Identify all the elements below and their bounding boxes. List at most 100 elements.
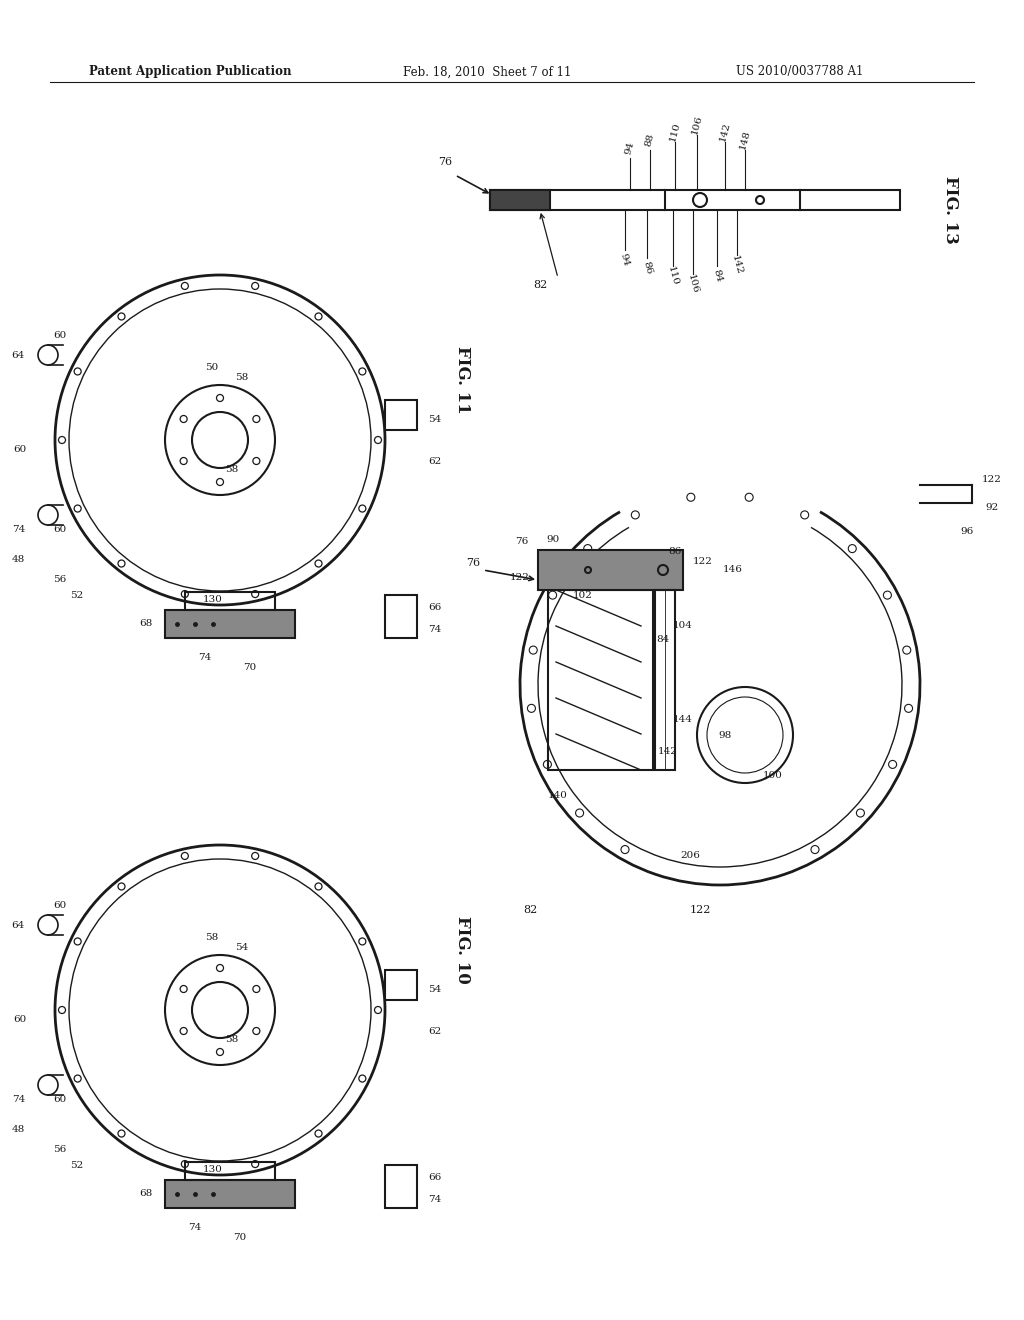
Text: 100: 100 [763, 771, 783, 780]
Bar [548, 590, 653, 770]
Bar [185, 1162, 275, 1180]
Text: 142: 142 [718, 121, 732, 143]
Text: 122: 122 [693, 557, 713, 566]
Circle shape [74, 939, 81, 945]
Bar [385, 970, 417, 1001]
Circle shape [181, 853, 188, 859]
Circle shape [315, 883, 322, 890]
Text: 82: 82 [523, 906, 538, 915]
Text: 62: 62 [428, 458, 441, 466]
Bar [655, 590, 675, 770]
Text: 102: 102 [573, 590, 593, 599]
Text: 66: 66 [428, 1172, 441, 1181]
Text: 60: 60 [53, 1096, 67, 1105]
Text: 48: 48 [11, 1126, 25, 1134]
Circle shape [118, 883, 125, 890]
Text: 82: 82 [532, 280, 547, 290]
Text: Patent Application Publication: Patent Application Publication [89, 66, 291, 78]
Text: 90: 90 [547, 536, 560, 544]
Text: 54: 54 [428, 416, 441, 425]
Circle shape [58, 437, 66, 444]
Text: 50: 50 [206, 363, 219, 371]
Circle shape [358, 939, 366, 945]
Text: 58: 58 [225, 1035, 239, 1044]
Text: 60: 60 [13, 1015, 27, 1024]
Text: 86: 86 [641, 260, 653, 276]
Circle shape [252, 282, 259, 289]
Circle shape [315, 560, 322, 568]
Text: 110: 110 [666, 265, 680, 286]
Text: 68: 68 [139, 619, 153, 628]
Bar [165, 1180, 295, 1208]
Circle shape [74, 368, 81, 375]
Text: 92: 92 [985, 503, 998, 512]
Text: 122: 122 [510, 573, 530, 582]
Text: 84: 84 [711, 268, 723, 284]
Text: 58: 58 [206, 932, 219, 941]
Circle shape [315, 1130, 322, 1137]
Circle shape [118, 560, 125, 568]
Text: 74: 74 [188, 1224, 202, 1233]
Text: 146: 146 [723, 565, 743, 574]
Circle shape [118, 1130, 125, 1137]
Text: 76: 76 [515, 537, 528, 546]
Text: 56: 56 [53, 576, 67, 585]
Circle shape [358, 368, 366, 375]
Text: 66: 66 [428, 602, 441, 611]
Text: 130: 130 [203, 595, 223, 605]
Text: 68: 68 [139, 1189, 153, 1199]
Circle shape [358, 1074, 366, 1082]
Circle shape [315, 313, 322, 319]
Circle shape [252, 1160, 259, 1167]
Text: 60: 60 [53, 330, 67, 339]
Text: FIG. 11: FIG. 11 [454, 346, 470, 414]
Text: 144: 144 [673, 715, 693, 725]
Text: 206: 206 [680, 850, 700, 859]
Circle shape [74, 506, 81, 512]
Text: 58: 58 [225, 466, 239, 474]
Text: 94: 94 [624, 140, 636, 156]
Text: 76: 76 [466, 558, 480, 568]
Circle shape [74, 1074, 81, 1082]
Text: 96: 96 [961, 527, 974, 536]
Text: 142: 142 [658, 747, 678, 756]
Bar [165, 610, 295, 638]
Text: 148: 148 [738, 129, 752, 150]
Text: 64: 64 [11, 920, 25, 929]
Text: 70: 70 [233, 1233, 247, 1242]
Text: 76: 76 [438, 157, 452, 168]
Text: 74: 74 [428, 626, 441, 635]
Bar [385, 1166, 417, 1208]
Text: 110: 110 [668, 121, 682, 143]
Circle shape [181, 282, 188, 289]
Bar [385, 400, 417, 430]
Text: 98: 98 [719, 730, 731, 739]
Text: 74: 74 [11, 1096, 25, 1105]
Text: 130: 130 [203, 1166, 223, 1175]
Text: 64: 64 [11, 351, 25, 359]
Text: 54: 54 [236, 942, 249, 952]
Circle shape [118, 313, 125, 319]
Text: 62: 62 [428, 1027, 441, 1036]
Text: 140: 140 [548, 791, 568, 800]
Text: 88: 88 [644, 132, 656, 148]
Text: 60: 60 [53, 900, 67, 909]
Text: FIG. 10: FIG. 10 [454, 916, 470, 983]
Text: 142: 142 [730, 255, 743, 276]
Circle shape [358, 506, 366, 512]
Circle shape [58, 1006, 66, 1014]
Bar [185, 591, 275, 610]
Bar [385, 595, 417, 638]
Text: FIG. 13: FIG. 13 [941, 176, 958, 244]
Circle shape [181, 1160, 188, 1167]
Text: 122: 122 [982, 475, 1001, 484]
Text: 52: 52 [71, 590, 84, 599]
Text: 94: 94 [618, 252, 631, 268]
Text: 52: 52 [71, 1160, 84, 1170]
Text: 86: 86 [669, 548, 682, 557]
Circle shape [252, 853, 259, 859]
Circle shape [252, 590, 259, 598]
Circle shape [375, 1006, 382, 1014]
Bar [490, 190, 550, 210]
Text: 104: 104 [673, 620, 693, 630]
